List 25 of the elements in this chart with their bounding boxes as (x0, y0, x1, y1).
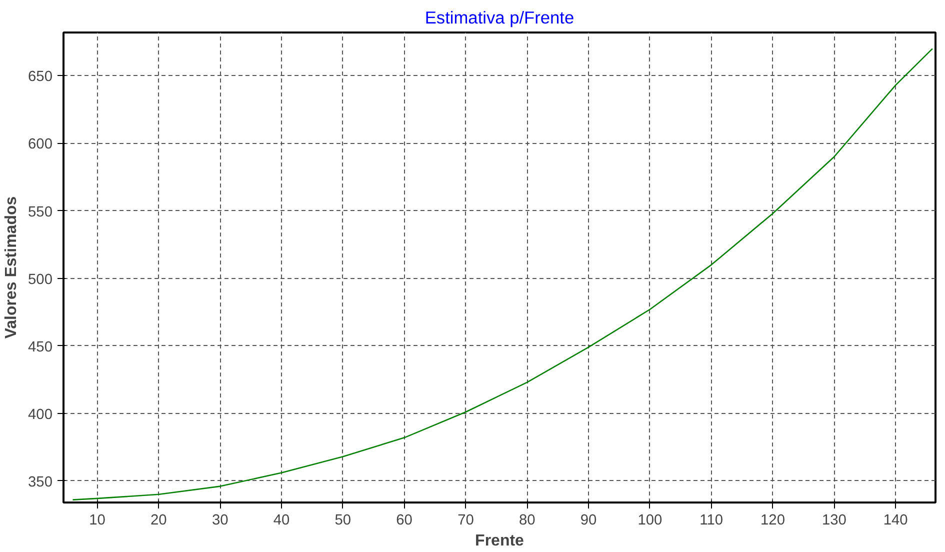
line-series (72, 48, 934, 500)
x-tick-label: 40 (273, 512, 290, 528)
y-tick-label: 500 (28, 272, 53, 288)
x-tick-label: 20 (150, 512, 167, 528)
x-tick-label: 90 (580, 512, 597, 528)
x-tick-label: 110 (700, 512, 724, 528)
x-tick-label: 140 (883, 512, 908, 528)
chart-title: Estimativa p/Frente (424, 8, 574, 28)
x-tick-label: 30 (212, 512, 228, 528)
y-tick-label: 350 (28, 474, 53, 490)
x-tick-label: 60 (396, 512, 412, 528)
y-tick-label: 600 (28, 136, 53, 153)
y-axis-title: Valores Estimados (3, 196, 20, 339)
x-axis-title: Frente (475, 532, 524, 550)
x-tick-label: 120 (760, 512, 786, 528)
y-tick-label: 450 (28, 339, 53, 356)
y-tick-label: 400 (28, 406, 53, 423)
x-tick-label: 100 (638, 512, 662, 528)
x-tick-label: 130 (822, 512, 846, 528)
y-tick-label: 550 (28, 204, 53, 220)
x-tick-label: 70 (458, 512, 474, 528)
x-tick-label: 80 (518, 512, 536, 528)
y-tick-label: 650 (28, 69, 53, 86)
x-tick-label: 50 (334, 512, 352, 528)
x-tick-label: 10 (89, 512, 106, 528)
